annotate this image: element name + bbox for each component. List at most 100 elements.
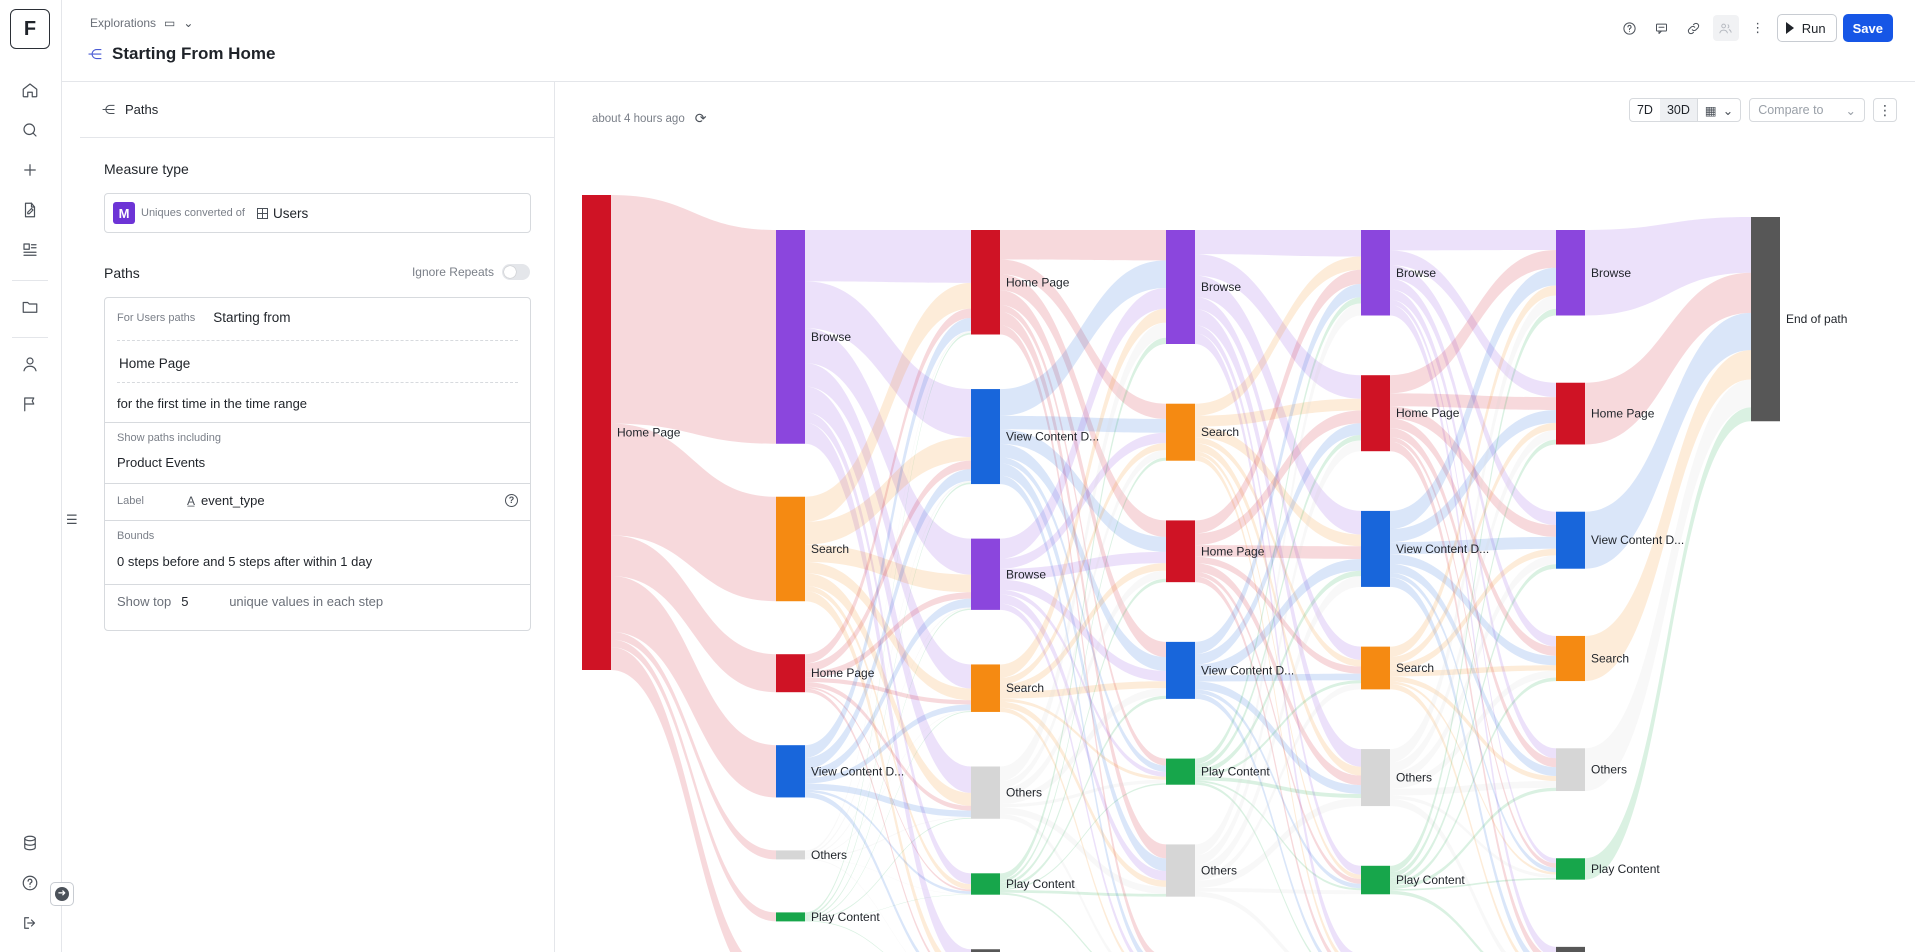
sankey-link[interactable] bbox=[805, 282, 971, 522]
flag-icon[interactable] bbox=[15, 389, 45, 419]
sankey-link[interactable] bbox=[805, 711, 971, 919]
sankey-link[interactable] bbox=[1585, 312, 1751, 569]
sankey-link[interactable] bbox=[1000, 814, 1166, 952]
sankey-link[interactable] bbox=[1195, 673, 1361, 682]
sankey-link[interactable] bbox=[805, 682, 971, 811]
first-time-selector[interactable]: for the first time in the time range bbox=[117, 396, 308, 411]
sankey-link[interactable] bbox=[1195, 269, 1361, 534]
sankey-node-home-page[interactable] bbox=[971, 230, 1000, 335]
starting-from-selector[interactable]: Starting from bbox=[213, 310, 291, 325]
sankey-node-browse[interactable] bbox=[971, 538, 1000, 610]
sankey-link[interactable] bbox=[1000, 783, 1166, 891]
sankey-link[interactable] bbox=[1195, 563, 1361, 786]
sankey-link[interactable] bbox=[1390, 437, 1556, 868]
sankey-link[interactable] bbox=[1390, 428, 1556, 768]
sankey-link[interactable] bbox=[1000, 290, 1166, 658]
folder-icon[interactable]: ▭ bbox=[164, 16, 176, 30]
board-icon[interactable] bbox=[15, 235, 45, 265]
sankey-link[interactable] bbox=[805, 318, 971, 758]
link-icon[interactable] bbox=[1681, 15, 1707, 41]
sankey-link[interactable] bbox=[1195, 780, 1361, 891]
sankey-link[interactable] bbox=[1585, 217, 1751, 316]
sankey-link[interactable] bbox=[1195, 689, 1361, 889]
sankey-link[interactable] bbox=[1000, 698, 1166, 780]
show-top-input[interactable]: 5 bbox=[181, 594, 189, 609]
sankey-link[interactable] bbox=[1195, 558, 1361, 676]
sankey-link[interactable] bbox=[1000, 890, 1166, 897]
sankey-link[interactable] bbox=[1195, 693, 1361, 952]
comment-icon[interactable] bbox=[1649, 15, 1675, 41]
sankey-node-play-content[interactable] bbox=[1361, 865, 1390, 895]
sankey-link[interactable] bbox=[1195, 256, 1361, 416]
sankey-link[interactable] bbox=[1390, 877, 1556, 891]
sankey-node-browse[interactable] bbox=[776, 230, 805, 444]
sankey-link[interactable] bbox=[805, 894, 971, 921]
page-title[interactable]: Starting From Home bbox=[112, 44, 276, 63]
sankey-node-play-content[interactable] bbox=[1556, 858, 1585, 880]
sankey-link[interactable] bbox=[1585, 407, 1751, 880]
sankey-node-dropoff[interactable] bbox=[1556, 946, 1585, 952]
sankey-link[interactable] bbox=[1000, 443, 1166, 671]
sankey-link[interactable] bbox=[1000, 594, 1166, 881]
measure-type-selector[interactable]: M Uniques converted of Users bbox=[104, 193, 531, 233]
sankey-link[interactable] bbox=[1000, 322, 1166, 782]
sankey-link[interactable] bbox=[1390, 278, 1556, 647]
sankey-node-others[interactable] bbox=[1166, 844, 1195, 897]
run-button[interactable]: Run bbox=[1776, 14, 1837, 42]
sankey-link[interactable] bbox=[1390, 406, 1556, 537]
measure-entity[interactable]: Users bbox=[256, 206, 308, 221]
sankey-link[interactable] bbox=[1390, 677, 1556, 886]
sankey-link[interactable] bbox=[1000, 681, 1166, 699]
sankey-link[interactable] bbox=[1390, 267, 1556, 530]
sankey-node-play-content[interactable] bbox=[1166, 758, 1195, 785]
help-icon[interactable] bbox=[1617, 15, 1643, 41]
more-vertical-icon[interactable]: ⋮ bbox=[1751, 20, 1765, 35]
sankey-link[interactable] bbox=[805, 592, 971, 678]
sankey-link[interactable] bbox=[805, 422, 971, 952]
sankey-link[interactable] bbox=[1000, 578, 1166, 886]
chart-options-icon[interactable]: ⋮ bbox=[1873, 98, 1897, 122]
sankey-node-home-page[interactable] bbox=[1166, 520, 1195, 583]
sankey-node-home-page[interactable] bbox=[776, 654, 805, 693]
sankey-link[interactable] bbox=[1390, 676, 1556, 782]
sankey-link[interactable] bbox=[1000, 570, 1166, 797]
sankey-node-dropoff[interactable] bbox=[971, 949, 1000, 952]
sankey-link[interactable] bbox=[1390, 563, 1556, 777]
sankey-node-browse[interactable] bbox=[1556, 230, 1585, 316]
sankey-link[interactable] bbox=[1390, 795, 1556, 878]
sankey-link[interactable] bbox=[1195, 398, 1361, 427]
chevron-down-icon[interactable]: ⌄ bbox=[183, 16, 194, 30]
sankey-node-browse[interactable] bbox=[1166, 230, 1195, 344]
sankey-node-others[interactable] bbox=[971, 766, 1000, 819]
sankey-node-home-page[interactable] bbox=[1556, 382, 1585, 445]
sankey-link[interactable] bbox=[805, 858, 971, 895]
sankey-link[interactable] bbox=[1390, 798, 1556, 952]
sankey-link[interactable] bbox=[805, 783, 971, 817]
sankey-link[interactable] bbox=[1000, 463, 1166, 872]
show-paths-selector[interactable]: Product Events bbox=[117, 455, 206, 470]
sankey-link[interactable] bbox=[1000, 563, 1166, 692]
sankey-link[interactable] bbox=[805, 710, 971, 858]
sankey-link[interactable] bbox=[1195, 435, 1361, 770]
sankey-link[interactable] bbox=[1195, 443, 1361, 776]
label-value-selector[interactable]: event_type bbox=[201, 493, 265, 508]
search-icon[interactable] bbox=[15, 115, 45, 145]
sankey-link[interactable] bbox=[805, 585, 971, 890]
sankey-link[interactable] bbox=[805, 704, 971, 784]
sankey-link[interactable] bbox=[805, 607, 971, 857]
sankey-link[interactable] bbox=[805, 573, 971, 806]
sankey-link[interactable] bbox=[1000, 695, 1166, 889]
sankey-node-search[interactable] bbox=[1556, 635, 1585, 682]
sankey-link[interactable] bbox=[805, 363, 971, 689]
sankey-link[interactable] bbox=[611, 195, 776, 444]
share-users-icon[interactable] bbox=[1712, 15, 1739, 41]
sankey-node-others[interactable] bbox=[776, 850, 805, 860]
sankey-link[interactable] bbox=[1000, 432, 1166, 569]
sankey-link[interactable] bbox=[805, 817, 971, 921]
sankey-link[interactable] bbox=[1000, 304, 1166, 766]
sankey-link[interactable] bbox=[1390, 265, 1556, 526]
sankey-link[interactable] bbox=[1000, 457, 1166, 883]
sankey-link[interactable] bbox=[1195, 570, 1361, 774]
start-event-selector[interactable]: Home Page bbox=[119, 356, 191, 371]
user-icon[interactable] bbox=[15, 349, 45, 379]
